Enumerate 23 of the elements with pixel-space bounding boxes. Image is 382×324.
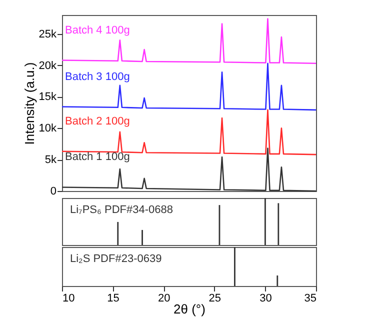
y-tick-label: 0 <box>50 186 56 198</box>
x-tick-label: 25 <box>208 292 222 304</box>
text: Li₂S PDF#23-0639 <box>70 253 162 265</box>
series-label: Li₇PS₆ PDF#34-0688 <box>70 204 173 216</box>
x-tick-label: 20 <box>158 292 170 304</box>
line-series <box>61 62 317 111</box>
y-tick-label: 25k <box>38 28 57 40</box>
y-tick-label: 5k <box>44 154 57 166</box>
y-tick-label: 20k <box>38 60 57 72</box>
y-tick-label: 10k <box>38 122 57 135</box>
x-tick-label: 30 <box>260 292 272 304</box>
x-tick-label: 35 <box>304 292 316 304</box>
x-axis-title: 2θ (°) <box>174 302 206 316</box>
y-axis-title: Intensity (a.u.) <box>22 62 37 145</box>
line-series <box>61 18 317 64</box>
series-label: Batch 4 100g <box>65 24 130 36</box>
line-series <box>61 148 317 192</box>
series-label: Batch 3 100g <box>65 70 130 83</box>
x-tick-label: 10 <box>62 292 75 304</box>
series-label: Batch 2 100g <box>65 115 130 128</box>
x-tick-label: 15 <box>107 292 120 304</box>
series-label: Batch 1 100g <box>65 151 130 164</box>
y-tick-label: 15k <box>38 91 57 104</box>
